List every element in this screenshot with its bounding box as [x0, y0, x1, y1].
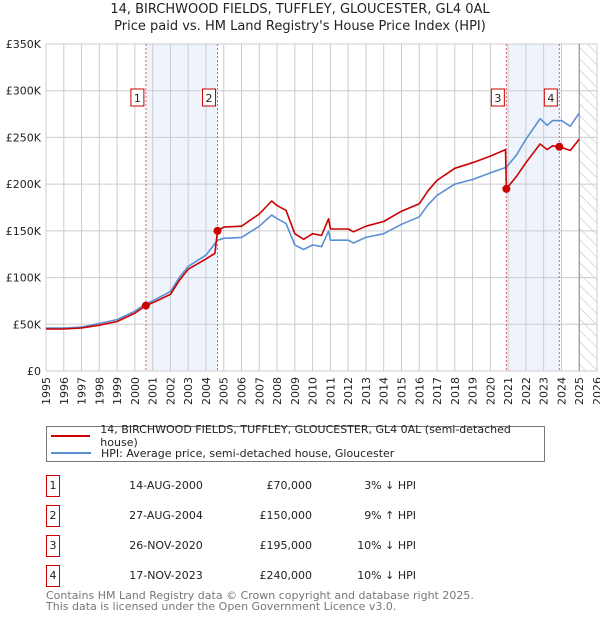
transaction-date: 26-NOV-2020	[129, 539, 203, 552]
sale-label-1: 1	[130, 88, 145, 107]
transaction-row: 2 27-AUG-2004 £150,000 9% ↑ HPI	[46, 505, 446, 527]
transaction-hpi: 10% ↓ HPI	[357, 569, 416, 582]
x-tick-label: 2000	[129, 377, 142, 405]
sale-label-box	[202, 88, 217, 107]
transaction-date: 27-AUG-2004	[129, 509, 203, 522]
sale-point	[141, 301, 150, 310]
x-tick-label: 2018	[449, 377, 462, 405]
legend-swatch-red	[51, 435, 91, 437]
x-tick-label: 1999	[111, 377, 124, 405]
x-tick-label: 2017	[431, 377, 444, 405]
transaction-price: £240,000	[259, 569, 313, 582]
transaction-price: £70,000	[266, 479, 313, 492]
x-tick-label: 2024	[555, 377, 568, 405]
transaction-price: £150,000	[259, 509, 313, 522]
x-tick-label: 2019	[467, 377, 480, 405]
transaction-row: 3 26-NOV-2020 £195,000 10% ↓ HPI	[46, 535, 446, 557]
x-tick-label: 2003	[182, 377, 195, 405]
chart-title: 14, BIRCHWOOD FIELDS, TUFFLEY, GLOUCESTE…	[110, 2, 490, 17]
x-tick-label: 2004	[200, 377, 213, 405]
hpi-line	[46, 112, 580, 329]
x-tick-label: 2008	[271, 377, 284, 405]
x-tick-label: 2025	[573, 377, 586, 405]
transaction-hpi: 10% ↓ HPI	[357, 539, 416, 552]
sale-label-number: 1	[134, 92, 141, 105]
x-tick-label: 2022	[520, 377, 533, 405]
chart-subtitle: Price paid vs. HM Land Registry's House …	[114, 19, 486, 34]
transaction-price: £195,000	[259, 539, 313, 552]
transaction-number: 3	[46, 535, 60, 557]
y-tick-label: £300K	[6, 85, 42, 98]
x-tick-label: 1997	[76, 377, 89, 405]
x-tick-label: 2009	[289, 377, 302, 405]
x-tick-label: 1995	[40, 377, 53, 405]
footer-licence: This data is licensed under the Open Gov…	[46, 600, 397, 613]
legend-swatch-blue	[51, 452, 91, 454]
sale-label-number: 3	[494, 92, 501, 105]
x-tick-label: 2016	[413, 377, 426, 405]
transaction-date: 14-AUG-2000	[129, 479, 203, 492]
price-chart: 1995 1996 1997 1998 1999 2000 2001 2002 2003 2004…	[6, 38, 600, 405]
sale-label-4: 4	[543, 88, 558, 107]
x-tick-label: 2011	[324, 377, 337, 405]
transaction-number: 1	[46, 475, 60, 497]
transaction-date: 17-NOV-2023	[129, 569, 203, 582]
legend: 14, BIRCHWOOD FIELDS, TUFFLEY, GLOUCESTE…	[46, 423, 545, 462]
x-tick-label: 2014	[378, 377, 391, 405]
x-tick-label: 2015	[395, 377, 408, 405]
sale-label-number: 2	[206, 92, 213, 105]
transaction-number: 2	[46, 505, 60, 527]
legend-label: 14, BIRCHWOOD FIELDS, TUFFLEY, GLOUCESTE…	[100, 423, 511, 449]
x-tick-label: 2012	[342, 377, 355, 405]
transaction-row: 1 14-AUG-2000 £70,000 3% ↓ HPI	[46, 475, 446, 497]
sale-label-box	[490, 88, 505, 107]
y-tick-label: £200K	[6, 178, 42, 191]
x-tick-label: 2023	[538, 377, 551, 405]
transaction-hpi: 3% ↓ HPI	[364, 479, 416, 492]
y-tick-label: £150K	[6, 225, 42, 238]
y-tick-label: £0	[27, 365, 41, 378]
x-tick-label: 2026	[591, 377, 600, 405]
y-tick-label: £50K	[13, 318, 42, 331]
sale-label-number: 4	[547, 92, 554, 105]
y-tick-label: £250K	[6, 131, 42, 144]
legend-item-property: 14, BIRCHWOOD FIELDS, TUFFLEY, GLOUCESTE…	[51, 423, 544, 449]
forecast-hatch	[579, 44, 597, 371]
x-tick-label: 2005	[218, 377, 231, 405]
sale-label-box	[543, 88, 558, 107]
footer-copyright: Contains HM Land Registry data © Crown c…	[46, 589, 474, 602]
property-price-line	[46, 138, 580, 330]
sale-point	[213, 226, 222, 235]
x-tick-label: 2010	[307, 377, 320, 405]
y-tick-label: £100K	[6, 272, 42, 285]
legend-item-hpi: HPI: Average price, semi-detached house,…	[51, 444, 394, 462]
x-tick-label: 1996	[58, 377, 71, 405]
sale-point	[555, 142, 564, 151]
sale-label-2: 2	[202, 88, 217, 107]
transaction-number: 4	[46, 565, 60, 587]
x-tick-label: 2007	[253, 377, 266, 405]
sale-point	[502, 184, 511, 193]
x-tick-label: 2006	[236, 377, 249, 405]
legend-label: HPI: Average price, semi-detached house,…	[101, 446, 395, 460]
x-tick-label: 2020	[484, 377, 497, 405]
transaction-hpi: 9% ↑ HPI	[364, 509, 416, 522]
y-tick-label: £350K	[6, 38, 42, 51]
x-tick-label: 2013	[360, 377, 373, 405]
transaction-row: 4 17-NOV-2023 £240,000 10% ↓ HPI	[46, 565, 446, 587]
sale-label-3: 3	[490, 88, 505, 107]
x-tick-label: 2021	[502, 377, 515, 405]
x-tick-label: 2001	[147, 377, 160, 405]
sale-label-box	[130, 88, 145, 107]
x-tick-label: 2002	[164, 377, 177, 405]
x-tick-label: 1998	[93, 377, 106, 405]
